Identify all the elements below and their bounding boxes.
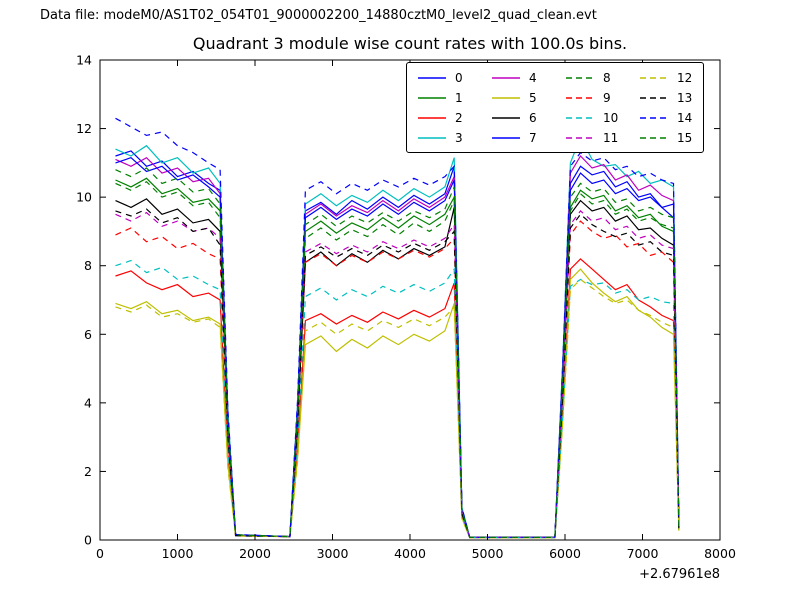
legend-label: 8 — [603, 70, 611, 85]
legend-label: 2 — [455, 110, 463, 125]
series-line-5 — [115, 268, 680, 539]
series-line-1 — [115, 177, 680, 538]
series-line-7 — [115, 157, 680, 538]
legend-label: 5 — [529, 90, 537, 105]
legend-item-13: 13 — [639, 92, 693, 104]
legend-item-8: 8 — [565, 72, 619, 84]
legend-line-sample — [640, 96, 668, 99]
legend-line-sample — [418, 76, 446, 79]
series-line-14 — [115, 117, 680, 538]
y-tick-label: 0 — [84, 533, 92, 548]
data-file-label: Data file: modeM0/AS1T02_054T01_90000022… — [40, 8, 597, 23]
legend-line-sample — [418, 136, 446, 139]
x-tick-label: 2000 — [239, 546, 271, 561]
y-tick-label: 10 — [76, 190, 92, 205]
legend-label: 12 — [677, 70, 693, 85]
legend-line-sample — [418, 116, 446, 119]
series-line-11 — [115, 210, 680, 538]
series-line-2 — [115, 258, 680, 539]
y-tick-label: 4 — [84, 395, 92, 410]
x-tick-label: 6000 — [549, 546, 581, 561]
series-line-3 — [115, 135, 680, 538]
legend-item-12: 12 — [639, 72, 693, 84]
y-tick-label: 8 — [84, 258, 92, 273]
legend-line-sample — [640, 76, 668, 79]
legend-line-sample — [418, 96, 446, 99]
legend-line-sample — [492, 76, 520, 79]
x-tick-label: 3000 — [317, 546, 349, 561]
x-axis-offset-label: +2.67961e8 — [639, 567, 720, 582]
legend-line-sample — [566, 136, 594, 139]
x-tick-label: 4000 — [394, 546, 426, 561]
series-line-15 — [115, 167, 680, 538]
legend-item-7: 7 — [491, 132, 545, 144]
series-line-6 — [115, 198, 680, 538]
legend-line-sample — [640, 136, 668, 139]
legend-label: 4 — [529, 70, 537, 85]
legend-label: 13 — [677, 90, 693, 105]
series-line-10 — [115, 259, 680, 539]
legend-item-14: 14 — [639, 112, 693, 124]
x-tick-label: 0 — [96, 546, 104, 561]
legend-label: 0 — [455, 70, 463, 85]
legend-label: 11 — [603, 130, 619, 145]
legend-line-sample — [566, 116, 594, 119]
y-tick-label: 12 — [76, 121, 92, 136]
legend-label: 3 — [455, 130, 463, 145]
y-tick-label: 2 — [84, 464, 92, 479]
series-line-4 — [115, 155, 680, 538]
y-tick-label: 14 — [76, 53, 92, 68]
legend-item-15: 15 — [639, 132, 693, 144]
legend-label: 10 — [603, 110, 619, 125]
legend-line-sample — [492, 116, 520, 119]
series-line-0 — [115, 150, 680, 538]
legend-item-5: 5 — [491, 92, 545, 104]
legend-line-sample — [492, 96, 520, 99]
legend-item-2: 2 — [417, 112, 471, 124]
legend-label: 9 — [603, 90, 611, 105]
legend-item-0: 0 — [417, 72, 471, 84]
legend-line-sample — [566, 76, 594, 79]
series-line-8 — [115, 180, 680, 538]
legend-label: 14 — [677, 110, 693, 125]
y-tick-label: 6 — [84, 327, 92, 342]
chart-title: Quadrant 3 module wise count rates with … — [192, 34, 628, 53]
legend-label: 1 — [455, 90, 463, 105]
x-tick-label: 8000 — [704, 546, 736, 561]
x-tick-label: 7000 — [627, 546, 659, 561]
legend-item-9: 9 — [565, 92, 619, 104]
x-tick-label: 1000 — [162, 546, 194, 561]
x-tick-label: 5000 — [472, 546, 504, 561]
series-line-12 — [115, 278, 680, 539]
series-line-9 — [115, 220, 680, 538]
legend-label: 15 — [677, 130, 693, 145]
legend-label: 6 — [529, 110, 537, 125]
legend-item-3: 3 — [417, 132, 471, 144]
legend: 0 1 2 3 4 5 6 7 8 9 10 11 12 13 14 15 — [406, 62, 704, 153]
legend-item-4: 4 — [491, 72, 545, 84]
legend-line-sample — [640, 116, 668, 119]
legend-line-sample — [566, 96, 594, 99]
legend-item-11: 11 — [565, 132, 619, 144]
legend-item-1: 1 — [417, 92, 471, 104]
series-line-13 — [115, 208, 680, 538]
legend-item-6: 6 — [491, 112, 545, 124]
legend-label: 7 — [529, 130, 537, 145]
legend-item-10: 10 — [565, 112, 619, 124]
legend-line-sample — [492, 136, 520, 139]
